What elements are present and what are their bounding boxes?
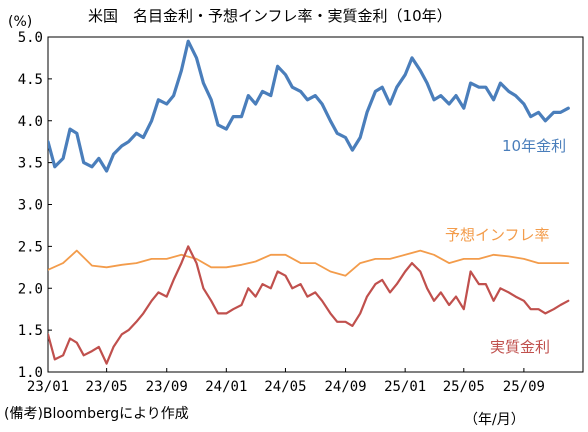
source-note: (備考)Bloombergにより作成 bbox=[4, 406, 189, 422]
x-axis-ticks: 23/01 23/05 23/09 24/01 24/05 24/09 25/01 25/05… bbox=[27, 368, 545, 395]
y-tick-label: 4.5 bbox=[18, 72, 43, 88]
y-tick-label: 4.0 bbox=[18, 114, 43, 130]
x-axis-unit: （年/月） bbox=[464, 412, 525, 428]
x-tick-label: 23/09 bbox=[146, 379, 188, 395]
x-tick-label: 24/05 bbox=[264, 379, 306, 395]
x-tick-label: 25/01 bbox=[384, 379, 426, 395]
y-tick-label: 1.5 bbox=[18, 323, 43, 339]
x-tick-label: 24/01 bbox=[205, 379, 247, 395]
x-tick-label: 25/05 bbox=[443, 379, 485, 395]
series-label-10y-yield: 10年金利 bbox=[502, 137, 566, 155]
chart-title: 米国 名目金利・予想インフレ率・実質金利（10年） bbox=[88, 7, 452, 25]
y-tick-label: 5.0 bbox=[18, 30, 43, 46]
x-tick-label: 25/09 bbox=[503, 379, 545, 395]
series-lines bbox=[48, 39, 570, 365]
series-line-expected-inflation bbox=[48, 249, 570, 277]
x-tick-label: 23/01 bbox=[27, 379, 69, 395]
y-tick-label: 1.0 bbox=[18, 365, 43, 381]
series-line-10y-yield bbox=[48, 39, 570, 173]
y-tick-label: 2.5 bbox=[18, 239, 43, 255]
y-tick-label: 2.0 bbox=[18, 281, 43, 297]
x-tick-label: 23/05 bbox=[86, 379, 128, 395]
x-tick-label: 24/09 bbox=[324, 379, 366, 395]
y-axis-unit: (%) bbox=[8, 14, 32, 30]
y-tick-label: 3.5 bbox=[18, 156, 43, 172]
y-tick-label: 3.0 bbox=[18, 198, 43, 214]
series-line-real-yield bbox=[48, 245, 570, 365]
y-axis-ticks: 5.0 4.5 4.0 3.5 3.0 2.5 2.0 1.5 1.0 bbox=[18, 30, 52, 381]
series-label-expected-inflation: 予想インフレ率 bbox=[445, 226, 550, 244]
series-label-real-yield: 実質金利 bbox=[490, 338, 550, 356]
